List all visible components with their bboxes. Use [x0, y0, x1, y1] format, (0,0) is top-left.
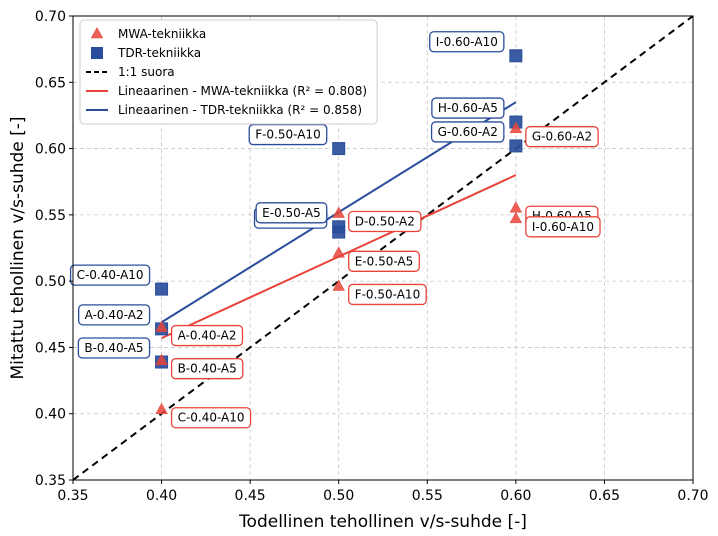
- legend-mwa-marker: [90, 26, 104, 39]
- legend-label: TDR-tekniikka: [117, 46, 201, 60]
- annotation-box: [431, 97, 505, 119]
- point-annotation: A-0.40-A2: [78, 304, 151, 326]
- annotation-text: B-0.40-A5: [84, 341, 143, 355]
- annotation-box: [348, 283, 427, 306]
- y-tick-label: 0.70: [35, 9, 66, 25]
- annotation-text: D-0.50-A2: [355, 215, 415, 229]
- point-annotation: C-0.40-A10: [170, 407, 252, 429]
- x-tick-label: 0.60: [500, 488, 531, 504]
- point-annotation: C-0.40-A10: [69, 264, 151, 286]
- point-annotation: A-0.40-A2: [170, 324, 244, 347]
- y-tick-label: 0.60: [35, 142, 66, 158]
- point-annotation: D-0.50-A2: [348, 210, 422, 233]
- x-axis-title: Todellinen tehollinen v/s-suhde [-]: [238, 512, 527, 532]
- annotation-text: E-0.50-A5: [355, 254, 414, 268]
- legend: MWA-tekniikka TDR-tekniikka 1:1 suora Linea…: [79, 19, 378, 125]
- annotation-text: A-0.40-A2: [178, 329, 237, 343]
- point-annotation: I-0.60-A10: [525, 216, 601, 238]
- mwa-point-marker: [509, 121, 523, 133]
- point-annotation: H-0.60-A5: [431, 97, 505, 119]
- tdr-point-marker: [332, 220, 346, 234]
- annotation-text: C-0.40-A10: [178, 411, 245, 425]
- legend-label: 1:1 suora: [118, 65, 175, 79]
- diagonal-1to1-line: [72, 15, 694, 481]
- point-annotation: B-0.40-A5: [77, 337, 151, 359]
- point-annotation: G-0.60-A2: [525, 126, 599, 148]
- legend-label: Lineaarinen - MWA-tekniikka (R² = 0.808): [118, 84, 367, 98]
- mwa-point-marker: [509, 201, 523, 213]
- annotation-text: E-0.50-A5: [262, 206, 321, 220]
- y-tick-label: 0.35: [35, 473, 66, 489]
- annotation-box: [78, 304, 151, 326]
- point-annotation: F-0.50-A10: [248, 123, 328, 146]
- legend-label: Lineaarinen - TDR-tekniikka (R² = 0.858): [118, 103, 362, 117]
- annotation-box: [525, 126, 599, 148]
- plot-frame: [72, 15, 694, 481]
- annotation-text: H-0.60-A5: [438, 101, 498, 115]
- x-tick-label: 0.45: [235, 488, 266, 504]
- x-tick-label: 0.70: [677, 488, 708, 504]
- x-tick-label: 0.55: [412, 488, 443, 504]
- y-tick-label: 0.40: [35, 407, 66, 423]
- mwa-point-marker: [332, 246, 345, 258]
- annotation-box: [170, 407, 252, 429]
- point-annotation: F-0.50-A10: [348, 283, 427, 306]
- annotation-box: [170, 358, 244, 380]
- annotation-box: [255, 202, 328, 224]
- y-tick-label: 0.45: [35, 340, 66, 356]
- tdr-point-marker: [332, 142, 346, 156]
- legend-tdr-marker: [91, 47, 103, 59]
- mwa-point-marker: [332, 206, 345, 218]
- annotation-box: [248, 123, 328, 146]
- x-tick-label: 0.40: [146, 488, 177, 504]
- point-annotation: I-0.60-A10: [429, 31, 505, 53]
- annotation-text: G-0.60-A2: [438, 125, 498, 139]
- mwa-point-marker: [509, 211, 523, 224]
- annotation-box: [525, 216, 601, 238]
- legend-box: [79, 19, 378, 125]
- annotation-text: C-0.40-A10: [77, 268, 144, 282]
- annotation-box: [430, 121, 505, 143]
- tdr-point-marker: [509, 49, 523, 63]
- x-tick-label: 0.65: [589, 488, 620, 504]
- y-axis-title: Mitattu tehollinen v/s-suhde [-]: [8, 116, 28, 379]
- axis-ticks: 0.35 0.40 0.45 0.50 0.55 0.60 0.65 0.70 0.35 0.40…: [35, 9, 709, 504]
- annotation-text: F-0.50-A10: [255, 128, 321, 142]
- point-annotation: B-0.40-A5: [170, 358, 244, 380]
- annotation-text: B-0.40-A5: [178, 362, 237, 376]
- point-annotations: A-0.40-A2 B-0.40-A5 C-0.40-A10 D-0.50-A2 E-0…: [69, 31, 601, 429]
- tdr-point-marker: [155, 282, 169, 296]
- y-tick-label: 0.55: [35, 208, 66, 224]
- legend-label: MWA-tekniikka: [118, 27, 206, 41]
- data-points: [155, 49, 523, 415]
- annotation-box: [429, 31, 505, 53]
- tdr-point-marker: [509, 139, 523, 153]
- annotation-text: G-0.60-A2: [532, 130, 592, 144]
- annotation-box: [170, 324, 244, 347]
- annotation-box: [348, 210, 422, 233]
- mwa-point-marker: [332, 279, 345, 291]
- annotation-box: [77, 337, 151, 359]
- annotation-text: F-0.50-A10: [355, 287, 421, 301]
- annotation-text: I-0.60-A10: [532, 220, 594, 234]
- annotation-text: I-0.60-A10: [436, 35, 498, 49]
- point-annotation: G-0.60-A2: [430, 121, 505, 143]
- point-annotation: E-0.50-A5: [348, 250, 420, 272]
- annotation-box: [348, 250, 420, 272]
- mwa-point-marker: [155, 353, 168, 365]
- point-annotation: E-0.50-A5: [255, 202, 328, 224]
- y-tick-label: 0.50: [35, 274, 66, 290]
- mwa-point-marker: [155, 402, 168, 415]
- mwa-point-marker: [155, 320, 168, 332]
- annotation-box: [69, 264, 151, 286]
- y-tick-label: 0.65: [35, 75, 66, 91]
- x-tick-label: 0.50: [323, 488, 354, 504]
- annotation-text: A-0.40-A2: [85, 308, 144, 322]
- x-tick-label: 0.35: [57, 488, 88, 504]
